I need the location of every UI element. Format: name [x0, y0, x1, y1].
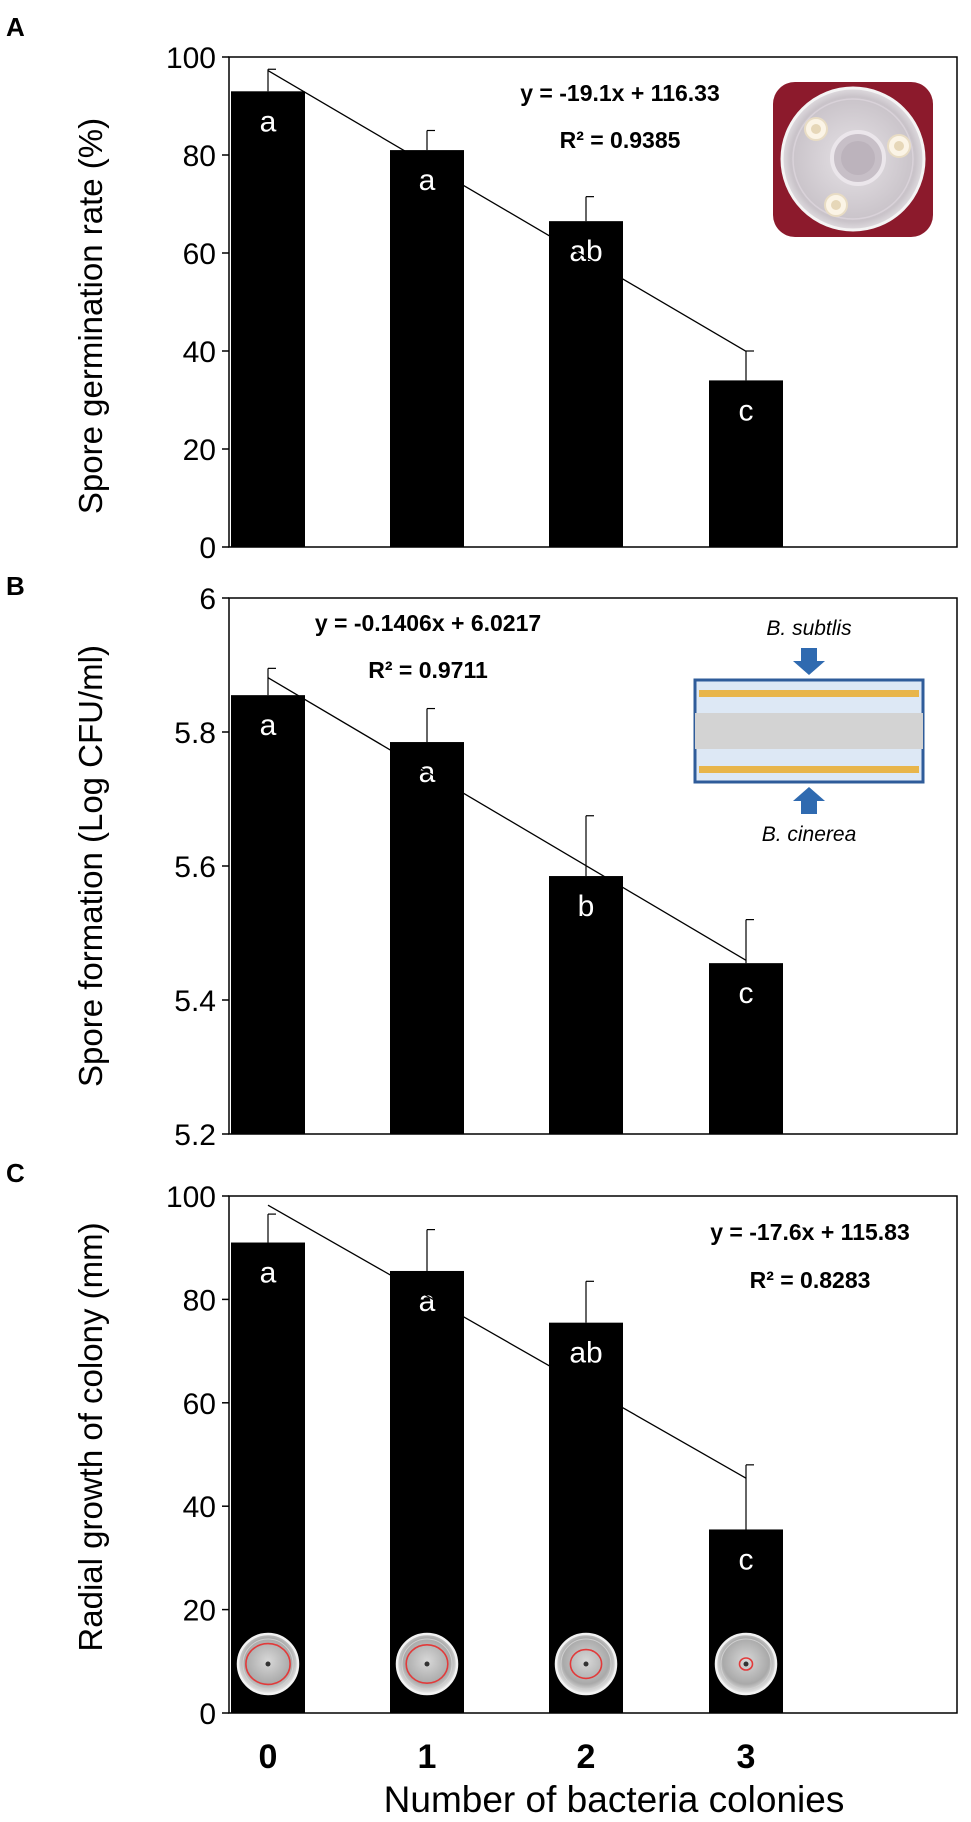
significance-letter: c — [739, 1543, 754, 1576]
panel-a-equation: y = -19.1x + 116.33 — [520, 80, 720, 106]
x-tick-label: 2 — [577, 1738, 596, 1776]
bar — [709, 380, 783, 547]
trendline — [267, 1204, 747, 1479]
panel-c-bars: a a ab c — [231, 1204, 783, 1713]
colony-ring — [569, 1648, 603, 1680]
panel-b-bars: a a b c — [231, 667, 783, 1134]
colony-ring — [245, 1642, 291, 1686]
y-tick-label: 40 — [183, 1491, 216, 1524]
y-tick-label: 6 — [199, 583, 216, 616]
significance-letter: a — [419, 756, 436, 789]
bar — [231, 91, 305, 548]
bar — [549, 876, 623, 1134]
bar — [549, 221, 623, 547]
panel-c-r2: R² = 0.8283 — [750, 1267, 871, 1293]
y-tick-label: 5.8 — [174, 717, 216, 750]
panel-b-equation: y = -0.1406x + 6.0217 — [315, 610, 541, 636]
y-tick-label: 5.4 — [174, 985, 216, 1018]
panel-c-label: C — [6, 1158, 25, 1188]
panel-a-bars: a a ab c — [231, 68, 783, 548]
trendline — [267, 70, 747, 352]
significance-letter: a — [419, 164, 436, 197]
panel-b-inset-diagram: B. subtlis B. cinerea — [693, 617, 925, 846]
panel-c-petri-dishes — [236, 1632, 778, 1696]
y-tick-label: 5.2 — [174, 1119, 216, 1152]
x-tick-label: 1 — [418, 1738, 437, 1776]
arrow-down-icon-head — [793, 661, 825, 675]
panel-a-y-axis: 0 20 40 60 80 100 — [166, 42, 229, 565]
y-tick-label: 60 — [183, 1388, 216, 1421]
panel-c: C Radial growth of colony (mm) 0 20 40 60 80… — [6, 1158, 958, 1731]
y-tick-label: 100 — [166, 1181, 216, 1214]
bacteria-layer — [699, 690, 919, 697]
panel-c-ylabel: Radial growth of colony (mm) — [72, 1222, 109, 1651]
panel-a-r2: R² = 0.9385 — [560, 127, 681, 153]
panel-b: B Spore formation (Log CFU/ml) 5.2 5.4 5.6… — [6, 571, 958, 1152]
medium-layer — [695, 713, 923, 749]
significance-letter: a — [260, 1257, 277, 1290]
arrow-down-icon — [801, 648, 817, 662]
inset-bottom-label: B. cinerea — [762, 823, 857, 846]
y-tick-label: 40 — [183, 336, 216, 369]
significance-letter: a — [419, 1285, 436, 1318]
panel-b-y-axis: 5.2 5.4 5.6 5.8 6 — [174, 583, 229, 1152]
y-tick-label: 20 — [183, 434, 216, 467]
y-tick-label: 5.6 — [174, 851, 216, 884]
panel-a-inset-petri-dish — [773, 82, 933, 237]
y-tick-label: 80 — [183, 1284, 216, 1317]
panel-a-label: A — [6, 12, 25, 42]
significance-letter: c — [739, 977, 754, 1010]
y-tick-label: 80 — [183, 140, 216, 173]
petri-dish-thumbnail — [554, 1632, 618, 1696]
y-tick-label: 0 — [199, 1698, 216, 1731]
y-tick-label: 60 — [183, 238, 216, 271]
x-axis-tick-labels: 0 1 2 3 — [259, 1738, 756, 1776]
panel-b-r2: R² = 0.9711 — [368, 657, 488, 683]
arrow-up-icon-head — [793, 787, 825, 801]
petri-dish-thumbnail — [236, 1632, 300, 1696]
x-tick-label: 0 — [259, 1738, 278, 1776]
panel-b-ylabel: Spore formation (Log CFU/ml) — [72, 645, 109, 1087]
fungus-layer — [699, 766, 919, 773]
colony-ring — [405, 1644, 449, 1685]
colony-ring — [738, 1657, 754, 1671]
significance-letter: a — [260, 709, 277, 742]
bar — [231, 695, 305, 1134]
significance-letter: b — [578, 890, 595, 923]
arrow-up-icon — [801, 800, 817, 814]
significance-letter: c — [739, 394, 754, 427]
panel-b-label: B — [6, 571, 25, 601]
inset-top-label: B. subtlis — [766, 617, 852, 640]
y-tick-label: 20 — [183, 1595, 216, 1628]
bar — [390, 150, 464, 547]
trendline — [267, 677, 747, 961]
petri-dish-thumbnail — [714, 1632, 778, 1696]
y-tick-label: 0 — [199, 532, 216, 565]
bar — [709, 963, 783, 1134]
petri-dish-thumbnail — [395, 1632, 459, 1696]
significance-letter: a — [260, 105, 277, 138]
significance-letter: ab — [569, 235, 602, 268]
x-axis-label: Number of bacteria colonies — [384, 1779, 845, 1820]
panel-c-equation: y = -17.6x + 115.83 — [710, 1219, 910, 1245]
panel-a-ylabel: Spore germination rate (%) — [72, 118, 109, 514]
y-tick-label: 100 — [166, 42, 216, 75]
bar — [390, 742, 464, 1134]
panel-c-y-axis: 0 20 40 60 80 100 — [166, 1181, 229, 1731]
panel-a: A Spore germination rate (%) 0 20 40 60 80 10… — [6, 12, 958, 565]
x-tick-label: 3 — [737, 1738, 756, 1776]
significance-letter: ab — [569, 1337, 602, 1370]
